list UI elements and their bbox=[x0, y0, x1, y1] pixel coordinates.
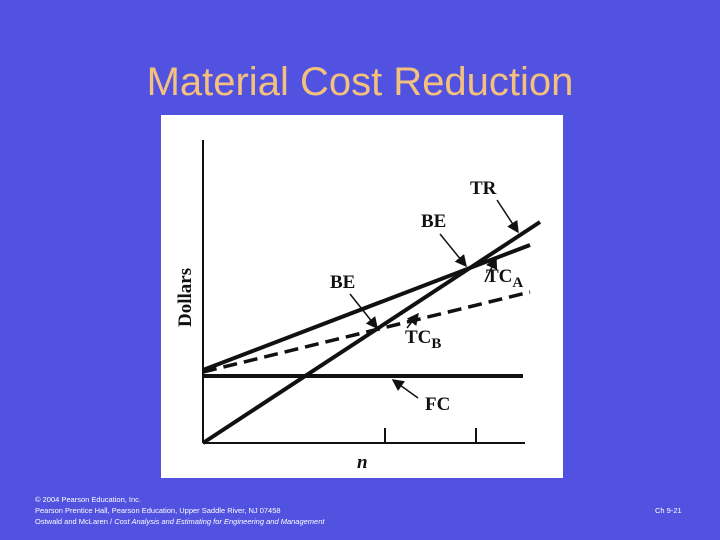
arrow bbox=[439, 233, 467, 268]
tcb-line bbox=[202, 290, 531, 374]
y-axis-label: Dollars bbox=[175, 268, 196, 327]
footer: © 2004 Pearson Education, Inc. Pearson P… bbox=[35, 494, 324, 527]
tcb-text: TC bbox=[405, 327, 431, 348]
footer-publisher: Pearson Prentice Hall, Pearson Education… bbox=[35, 506, 281, 515]
arrow bbox=[391, 379, 419, 399]
x-axis-label: n bbox=[357, 452, 368, 473]
diagram-lines bbox=[201, 140, 542, 445]
diagram-background bbox=[161, 115, 563, 478]
arrow bbox=[406, 312, 419, 329]
tcb-label: TCB bbox=[405, 327, 441, 352]
arrow bbox=[496, 199, 519, 234]
slide-number: Ch 9-21 bbox=[655, 506, 682, 515]
footer-copyright: © 2004 Pearson Education, Inc. bbox=[35, 495, 142, 504]
tr-label: TR bbox=[470, 178, 497, 199]
arrow bbox=[349, 293, 378, 330]
tca-text: TC bbox=[486, 266, 512, 287]
tca-label: TCA bbox=[486, 266, 523, 291]
tcb-subscript: B bbox=[431, 336, 441, 352]
footer-book: Cost Analysis and Estimating for Enginee… bbox=[114, 517, 325, 526]
fc-label: FC bbox=[425, 394, 450, 415]
footer-citation: Ostwald and McLaren / Cost Analysis and … bbox=[35, 516, 324, 527]
arrow bbox=[484, 256, 498, 283]
slide-title: Material Cost Reduction bbox=[146, 60, 574, 104]
be-label: BE bbox=[330, 272, 355, 293]
tca-subscript: A bbox=[512, 275, 523, 291]
tca-line bbox=[202, 243, 531, 372]
be-label: BE bbox=[421, 211, 446, 232]
footer-authors: Ostwald and McLaren / bbox=[35, 517, 113, 526]
